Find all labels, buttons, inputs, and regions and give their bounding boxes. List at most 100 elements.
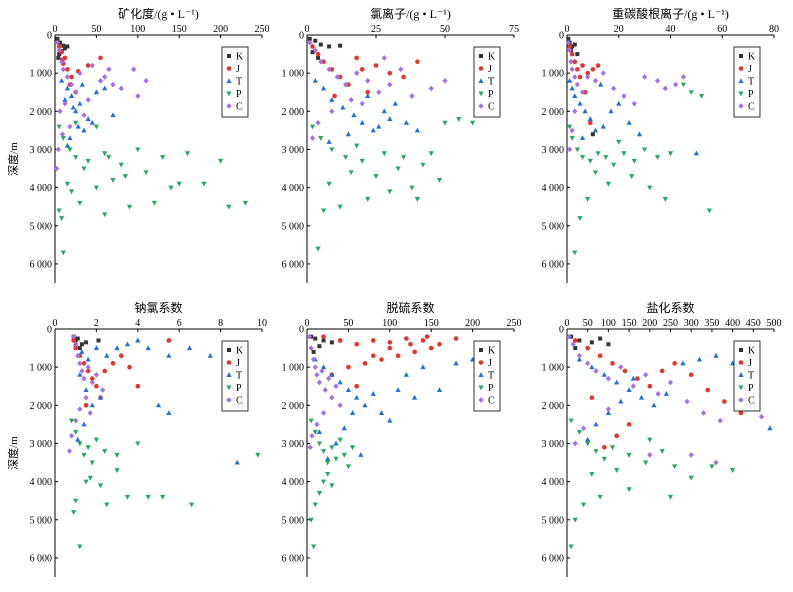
y-tick-label: 4 000 bbox=[542, 477, 565, 488]
data-point-T bbox=[79, 81, 85, 87]
data-point-P bbox=[577, 216, 583, 221]
data-point-J bbox=[387, 70, 393, 76]
data-point-C bbox=[325, 375, 332, 382]
series-P bbox=[568, 418, 736, 550]
data-point-T bbox=[608, 108, 614, 114]
data-point-C bbox=[89, 379, 95, 386]
data-point-C bbox=[64, 74, 71, 80]
legend-marker-T bbox=[738, 372, 744, 377]
x-tick-label: 20 bbox=[614, 24, 624, 35]
data-point-J bbox=[601, 444, 607, 450]
y-tick-label: 4 000 bbox=[30, 477, 53, 488]
legend-label-J: J bbox=[236, 358, 240, 369]
data-point-T bbox=[77, 100, 83, 106]
data-point-C bbox=[59, 58, 65, 65]
data-point-T bbox=[453, 360, 459, 366]
data-point-P bbox=[151, 200, 157, 206]
legend-marker-J bbox=[226, 66, 232, 71]
legend-label-C: C bbox=[236, 102, 243, 113]
data-point-K bbox=[96, 338, 101, 343]
data-point-C bbox=[68, 433, 75, 439]
data-point-T bbox=[62, 97, 68, 102]
panel-desulfurization: 0 50 100 150 200 250 0 1 000 2 000 3 000 4 000 5 00… bbox=[282, 300, 522, 577]
y-tick-label: 6 000 bbox=[542, 259, 565, 270]
data-point-J bbox=[614, 433, 619, 439]
data-point-C bbox=[329, 394, 335, 401]
data-point-C bbox=[593, 368, 599, 374]
y-tick-label: 2 000 bbox=[542, 107, 565, 118]
series-T bbox=[566, 77, 699, 156]
x-tick-label: 10 bbox=[257, 318, 267, 329]
panel-title: 钠氯系数 bbox=[134, 300, 182, 315]
legend-marker-C bbox=[738, 103, 744, 109]
data-point-T bbox=[75, 436, 81, 442]
panel-salinization: 0 50 100 150 200 250 300 350 400 450 500 0 1 000 2 00… bbox=[542, 300, 782, 577]
data-point-C bbox=[73, 89, 79, 96]
data-point-C bbox=[319, 368, 325, 374]
data-point-J bbox=[395, 353, 401, 359]
data-point-K bbox=[313, 38, 318, 43]
data-point-C bbox=[565, 39, 571, 46]
data-point-T bbox=[403, 371, 409, 377]
legend-label-C: C bbox=[748, 396, 755, 407]
data-point-P bbox=[667, 494, 674, 500]
data-point-P bbox=[585, 197, 591, 202]
data-point-P bbox=[609, 445, 616, 451]
data-point-J bbox=[98, 55, 103, 61]
data-point-P bbox=[642, 147, 648, 153]
data-point-P bbox=[93, 437, 99, 443]
data-point-C bbox=[62, 100, 68, 107]
data-point-C bbox=[365, 77, 371, 84]
data-point-P bbox=[316, 491, 323, 496]
data-point-T bbox=[320, 85, 327, 91]
data-point-J bbox=[354, 341, 359, 347]
data-point-J bbox=[738, 410, 744, 416]
legend-marker-C bbox=[738, 397, 744, 403]
data-point-K bbox=[572, 42, 577, 47]
data-point-J bbox=[321, 334, 326, 339]
data-point-P bbox=[77, 200, 83, 206]
data-point-C bbox=[387, 81, 393, 88]
data-point-P bbox=[470, 120, 476, 126]
data-point-C bbox=[680, 74, 687, 80]
data-point-C bbox=[654, 77, 661, 84]
data-point-P bbox=[73, 155, 79, 160]
legend-label-P: P bbox=[236, 383, 242, 394]
legend-marker-P bbox=[738, 91, 744, 97]
y-tick-label: 1 000 bbox=[30, 363, 53, 374]
legend-marker-T bbox=[226, 372, 232, 377]
data-point-C bbox=[381, 55, 387, 61]
data-point-P bbox=[631, 158, 637, 164]
x-tick-label: 75 bbox=[509, 24, 519, 35]
data-point-C bbox=[333, 383, 339, 390]
data-point-P bbox=[580, 502, 587, 508]
data-point-P bbox=[325, 460, 331, 466]
data-point-P bbox=[318, 136, 324, 141]
data-point-J bbox=[379, 357, 384, 362]
x-tick-label: 50 bbox=[440, 24, 450, 35]
data-point-K bbox=[321, 338, 326, 343]
y-tick-label: 4 000 bbox=[282, 183, 305, 194]
data-point-J bbox=[428, 345, 434, 351]
data-point-C bbox=[316, 379, 323, 386]
data-point-C bbox=[662, 85, 668, 92]
data-point-C bbox=[428, 85, 434, 92]
data-point-T bbox=[73, 108, 79, 114]
legend-marker-K bbox=[739, 348, 743, 352]
data-point-P bbox=[114, 468, 120, 473]
data-point-J bbox=[321, 59, 326, 65]
legend-marker-J bbox=[478, 360, 484, 365]
y-tick-label: 0 bbox=[299, 325, 304, 336]
legend-marker-C bbox=[226, 103, 232, 109]
data-point-T bbox=[412, 394, 418, 400]
data-point-T bbox=[616, 100, 622, 106]
data-point-T bbox=[75, 123, 81, 129]
data-point-C bbox=[568, 58, 574, 65]
data-point-C bbox=[631, 100, 637, 107]
data-point-P bbox=[688, 90, 694, 96]
data-point-P bbox=[348, 170, 354, 176]
data-point-C bbox=[314, 421, 320, 428]
data-point-P bbox=[354, 143, 360, 149]
data-point-J bbox=[73, 345, 78, 351]
data-point-C bbox=[135, 93, 141, 99]
